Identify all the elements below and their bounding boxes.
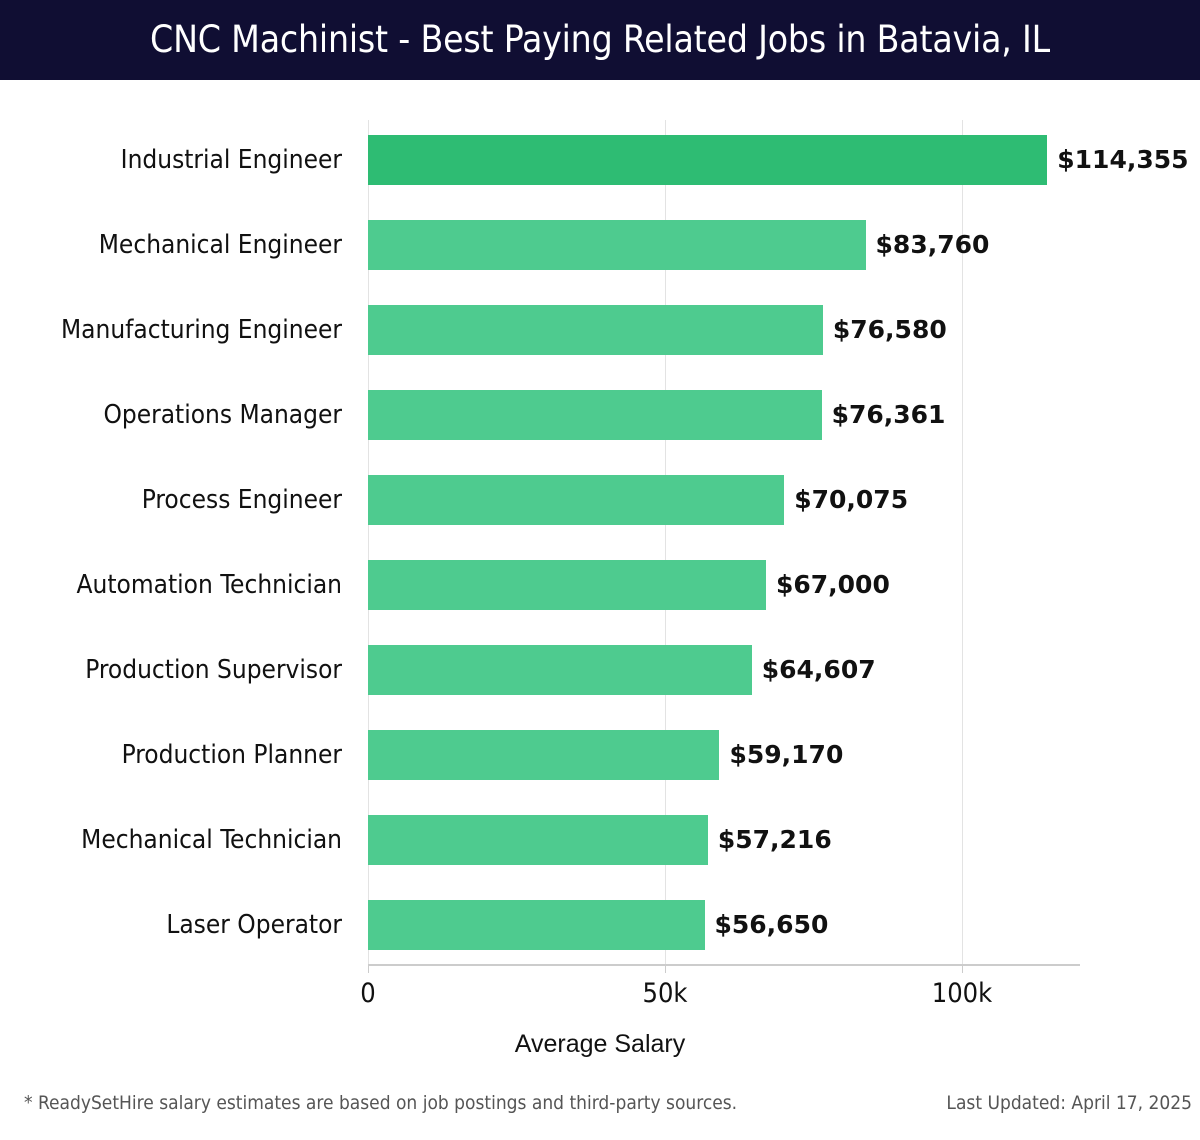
bar-category-label: Industrial Engineer <box>120 145 342 175</box>
bar-row: Mechanical Technician $57,216 <box>0 815 1200 865</box>
bar[interactable] <box>368 730 720 780</box>
bar-row: Mechanical Engineer $83,760 <box>0 220 1200 270</box>
gridline <box>368 120 369 965</box>
x-axis-tick-label: 0 <box>360 978 376 1009</box>
page-title: CNC Machinist - Best Paying Related Jobs… <box>150 18 1050 61</box>
bar-category-label: Process Engineer <box>141 485 342 515</box>
bar-category-label: Mechanical Technician <box>81 825 342 855</box>
bar-value-label: $76,580 <box>832 315 947 344</box>
bar-value-label: $70,075 <box>794 485 909 514</box>
x-axis-title: Average Salary <box>514 1030 686 1058</box>
bar-category-label: Production Planner <box>121 740 342 770</box>
bar-row: Manufacturing Engineer $76,580 <box>0 305 1200 355</box>
bar-row: Process Engineer $70,075 <box>0 475 1200 525</box>
bar[interactable] <box>368 475 785 525</box>
bar-value-label: $67,000 <box>775 570 890 599</box>
bar-value-label: $114,355 <box>1057 145 1189 174</box>
bar[interactable] <box>368 390 822 440</box>
bar[interactable] <box>368 645 752 695</box>
x-axis-tick <box>368 964 369 973</box>
bar-chart: 0 50k 100k Industrial Engineer $114,355 Mech… <box>0 80 1200 1065</box>
x-axis-line <box>368 964 1080 966</box>
bar-row: Laser Operator $56,650 <box>0 900 1200 950</box>
x-axis-tick <box>665 964 666 973</box>
bar-category-label: Automation Technician <box>76 570 342 600</box>
bar-row: Automation Technician $67,000 <box>0 560 1200 610</box>
bar[interactable] <box>368 560 766 610</box>
bar-row: Industrial Engineer $114,355 <box>0 135 1200 185</box>
bar-row: Production Supervisor $64,607 <box>0 645 1200 695</box>
bar-value-label: $59,170 <box>729 740 844 769</box>
x-axis-tick-label: 100k <box>931 978 993 1009</box>
header-bar: CNC Machinist - Best Paying Related Jobs… <box>0 0 1200 80</box>
footer-last-updated: Last Updated: April 17, 2025 <box>946 1092 1192 1114</box>
gridline <box>962 120 963 965</box>
bar-category-label: Mechanical Engineer <box>98 230 342 260</box>
bar[interactable] <box>368 305 823 355</box>
bar[interactable] <box>368 220 866 270</box>
x-axis-tick-label: 50k <box>642 978 688 1009</box>
footer-disclaimer: * ReadySetHire salary estimates are base… <box>24 1092 738 1114</box>
bar-value-label: $83,760 <box>875 230 990 259</box>
x-axis-tick <box>962 964 963 973</box>
bar[interactable] <box>368 135 1048 185</box>
bar-value-label: $64,607 <box>761 655 876 684</box>
bar-value-label: $57,216 <box>717 825 832 854</box>
bar-row: Production Planner $59,170 <box>0 730 1200 780</box>
bar-row: Operations Manager $76,361 <box>0 390 1200 440</box>
bar-category-label: Production Supervisor <box>85 655 342 685</box>
bar-category-label: Laser Operator <box>166 910 342 940</box>
footer: * ReadySetHire salary estimates are base… <box>0 1092 1200 1140</box>
bar-value-label: $76,361 <box>831 400 946 429</box>
bar-category-label: Manufacturing Engineer <box>61 315 342 345</box>
bar[interactable] <box>368 815 708 865</box>
bar-category-label: Operations Manager <box>103 400 342 430</box>
bar-value-label: $56,650 <box>714 910 829 939</box>
bar[interactable] <box>368 900 705 950</box>
gridline <box>665 120 666 965</box>
